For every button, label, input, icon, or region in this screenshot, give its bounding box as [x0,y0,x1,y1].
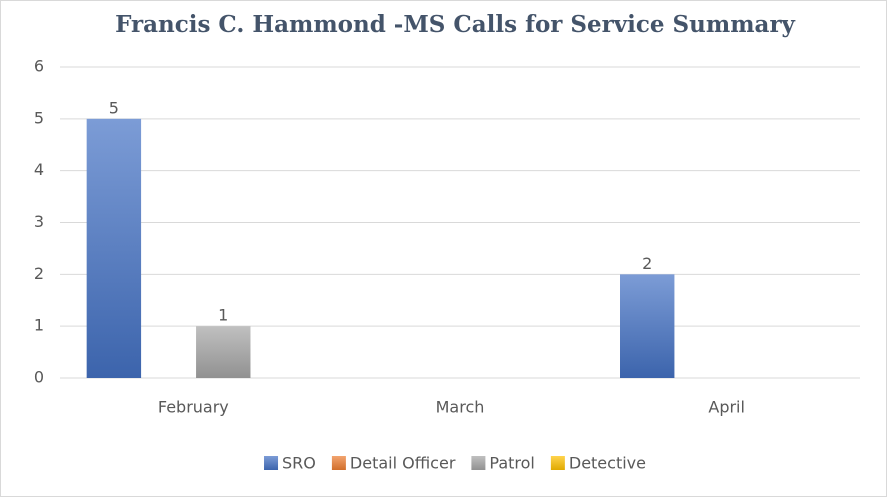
y-tick-label: 5 [34,108,44,127]
legend-swatch [331,456,346,470]
y-tick-label: 4 [34,160,44,179]
bar [196,326,251,378]
y-tick-label: 3 [34,212,44,231]
y-tick-label: 0 [34,368,44,387]
x-tick-label: February [158,398,229,417]
legend: SRO Detail Officer Patrol Detective [264,454,646,473]
legend-label: Detective [569,454,646,473]
y-tick-label: 6 [34,57,44,76]
legend-swatch [471,456,486,470]
x-tick-label: March [436,398,485,417]
legend-swatch [550,456,565,470]
data-label: 2 [642,254,652,273]
data-label: 5 [109,98,119,117]
bar [86,118,142,378]
legend-label: Patrol [489,454,534,473]
legend-label: SRO [282,454,316,473]
y-tick-label: 2 [34,264,44,283]
chart-title: Francis C. Hammond -MS Calls for Service… [115,11,795,38]
x-tick-label: April [708,398,745,417]
data-label: 1 [218,306,228,325]
legend-swatch [264,456,279,470]
y-tick-label: 1 [34,316,44,335]
bar [620,274,675,378]
legend-label: Detail Officer [350,454,456,473]
